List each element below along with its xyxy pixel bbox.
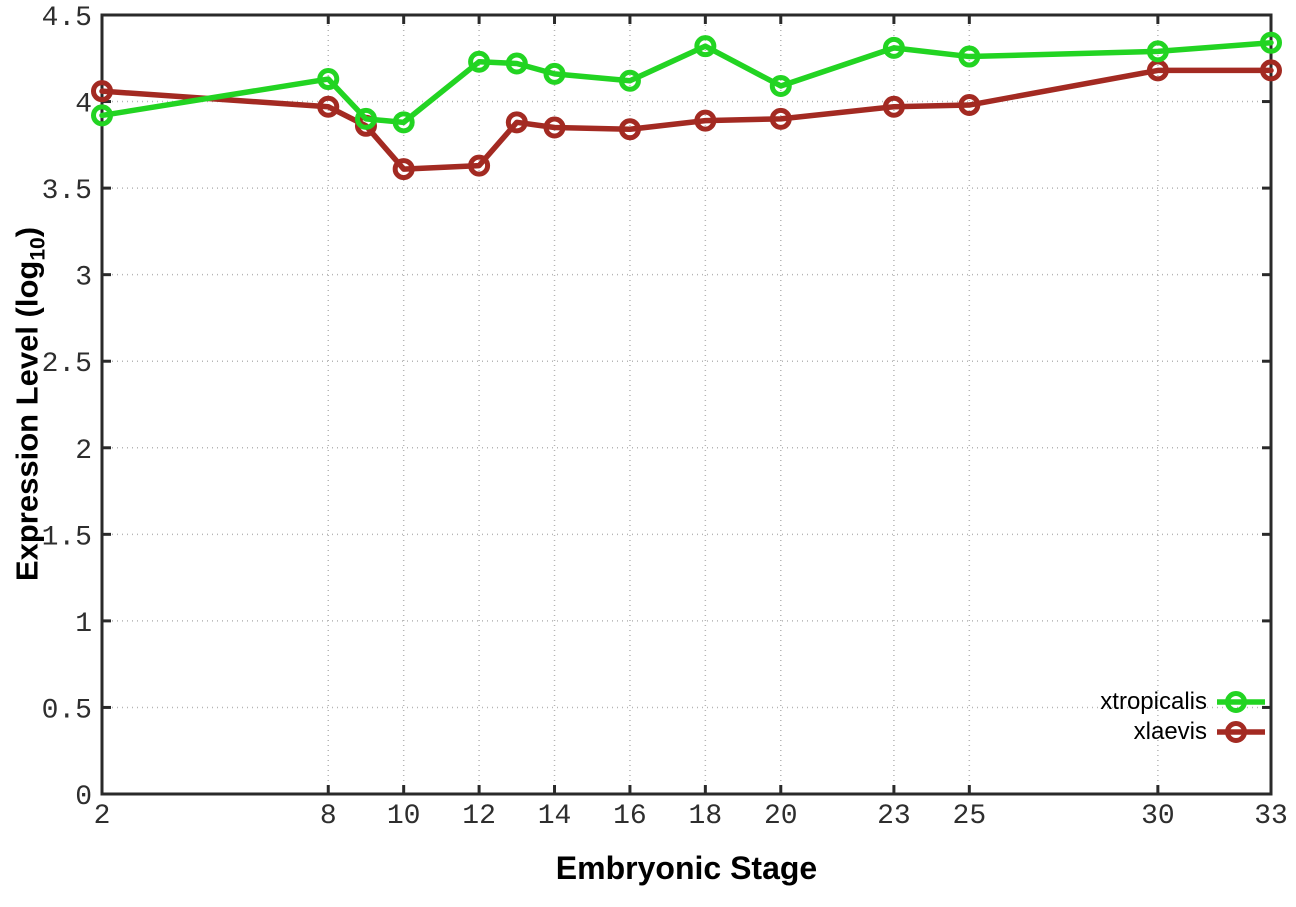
x-tick-label: 12	[462, 801, 496, 832]
data-point-xtropicalis	[694, 35, 717, 58]
data-point-xtropicalis	[1260, 31, 1282, 54]
legend-label-xlaevis: xlaevis	[1133, 717, 1207, 745]
legend-label-xtropicalis: xtropicalis	[1100, 687, 1207, 715]
x-tick-label: 18	[689, 801, 723, 832]
data-point-xtropicalis	[392, 111, 415, 134]
y-tick-label: 2	[75, 436, 92, 467]
data-point-xtropicalis	[958, 45, 981, 68]
data-point-xtropicalis	[618, 69, 641, 92]
x-tick-label: 8	[320, 801, 337, 832]
data-point-xtropicalis	[769, 74, 792, 97]
y-tick-label: 2.5	[42, 349, 92, 380]
x-axis-title: Embryonic Stage	[555, 850, 818, 886]
y-axis-title-main: Expression Level (log	[9, 260, 45, 582]
y-tick-label: 3.5	[42, 176, 92, 207]
x-tick-label: 10	[387, 801, 421, 832]
data-point-xlaevis	[317, 95, 340, 118]
legend: xtropicalis xlaevis	[1100, 687, 1265, 746]
x-tick-label: 30	[1141, 801, 1175, 832]
y-tick-label: 1	[75, 609, 92, 640]
x-tick-label: 23	[877, 801, 911, 832]
y-tick-label: 0.5	[42, 695, 92, 726]
data-point-xlaevis	[543, 116, 566, 139]
y-tick-label: 4.5	[42, 3, 92, 34]
legend-row-xtropicalis: xtropicalis	[1100, 687, 1265, 716]
y-tick-label: 4	[75, 90, 92, 121]
data-point-xtropicalis	[354, 107, 377, 130]
data-point-xtropicalis	[317, 68, 340, 91]
x-tick-label: 2	[94, 801, 111, 832]
y-tick-label: 3	[75, 263, 92, 294]
data-point-xlaevis	[1260, 59, 1282, 82]
data-point-xtropicalis	[91, 104, 113, 127]
data-point-xlaevis	[882, 95, 905, 118]
data-point-xlaevis	[392, 158, 415, 181]
data-point-xlaevis	[618, 118, 641, 141]
data-point-xtropicalis	[505, 52, 528, 75]
legend-row-xlaevis: xlaevis	[1100, 717, 1265, 746]
data-point-xlaevis	[958, 94, 981, 117]
data-point-xtropicalis	[1146, 40, 1169, 63]
data-point-xtropicalis	[882, 36, 905, 59]
y-tick-label: 0	[75, 782, 92, 813]
plot-border	[100, 13, 1273, 796]
x-tick-label: 33	[1254, 801, 1288, 832]
x-tick-label: 20	[764, 801, 798, 832]
y-tick-label: 1.5	[42, 522, 92, 553]
legend-line-marker-icon	[1217, 720, 1265, 743]
data-point-xtropicalis	[543, 62, 566, 85]
data-point-xlaevis	[769, 107, 792, 130]
data-point-xlaevis	[91, 80, 113, 103]
data-point-xtropicalis	[468, 50, 491, 73]
data-point-xlaevis	[505, 111, 528, 134]
y-axis-title-subscript: 10	[26, 237, 50, 261]
x-tick-label: 25	[953, 801, 987, 832]
x-tick-label: 16	[613, 801, 647, 832]
legend-line-marker-icon	[1217, 690, 1265, 713]
y-axis-title-suffix: )	[9, 226, 45, 238]
data-point-xlaevis	[468, 154, 491, 177]
data-point-xlaevis	[694, 109, 717, 132]
x-tick-label: 14	[538, 801, 572, 832]
